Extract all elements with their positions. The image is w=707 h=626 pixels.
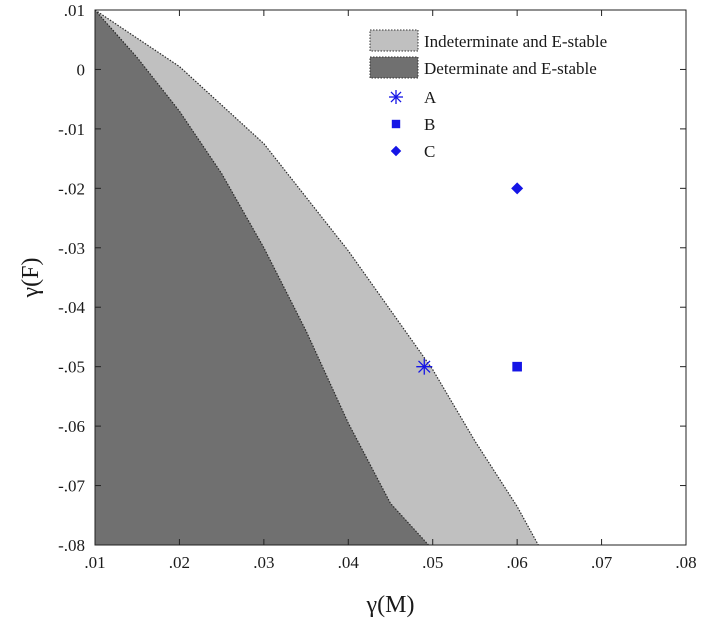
y-tick-label: -.06 — [58, 417, 85, 436]
legend-swatch — [369, 29, 419, 52]
y-axis-label: γ(F) — [18, 258, 44, 299]
legend: Indeterminate and E-stable Determinate an… — [369, 29, 607, 161]
x-tick-label: .07 — [591, 553, 613, 572]
point-B — [512, 361, 522, 372]
region-determinate — [95, 10, 429, 545]
y-tick-label: 0 — [77, 60, 86, 79]
x-tick-label: .02 — [169, 553, 190, 572]
y-tick-label: .01 — [64, 1, 85, 20]
x-axis-label: γ(M) — [366, 592, 415, 618]
y-tick-label: -.03 — [58, 239, 85, 258]
y-tick-label: -.02 — [58, 179, 85, 198]
x-tick-label: .05 — [422, 553, 443, 572]
points-layer — [416, 182, 524, 375]
x-tick-label: .08 — [675, 553, 696, 572]
legend-marker-B — [391, 119, 401, 129]
ticks-layer: .01 .02 .03 .04 .05 .06 .07 .08 .01 0 -.01 -.02 -.03… — [58, 1, 697, 572]
legend-marker-A — [389, 90, 403, 104]
legend-label: A — [424, 88, 437, 107]
legend-swatch — [369, 56, 419, 79]
x-tick-label: .04 — [338, 553, 360, 572]
y-tick-label: -.04 — [58, 298, 85, 317]
legend-label: Determinate and E-stable — [424, 59, 597, 78]
y-tick-label: -.08 — [58, 536, 85, 555]
x-tick-label: .01 — [84, 553, 105, 572]
legend-label: Indeterminate and E-stable — [424, 32, 607, 51]
legend-label: C — [424, 142, 435, 161]
plot-frame — [94, 9, 687, 546]
y-tick-label: -.01 — [58, 120, 85, 139]
regions-layer — [94, 9, 539, 546]
legend-label: B — [424, 115, 435, 134]
x-tick-label: .06 — [507, 553, 528, 572]
point-A — [416, 358, 433, 375]
legend-marker-C — [390, 145, 402, 157]
y-tick-label: -.05 — [58, 358, 85, 377]
region-boundary-0 — [94, 9, 539, 546]
point-C — [511, 182, 524, 195]
y-tick-label: -.07 — [58, 477, 85, 496]
x-tick-label: .03 — [253, 553, 274, 572]
